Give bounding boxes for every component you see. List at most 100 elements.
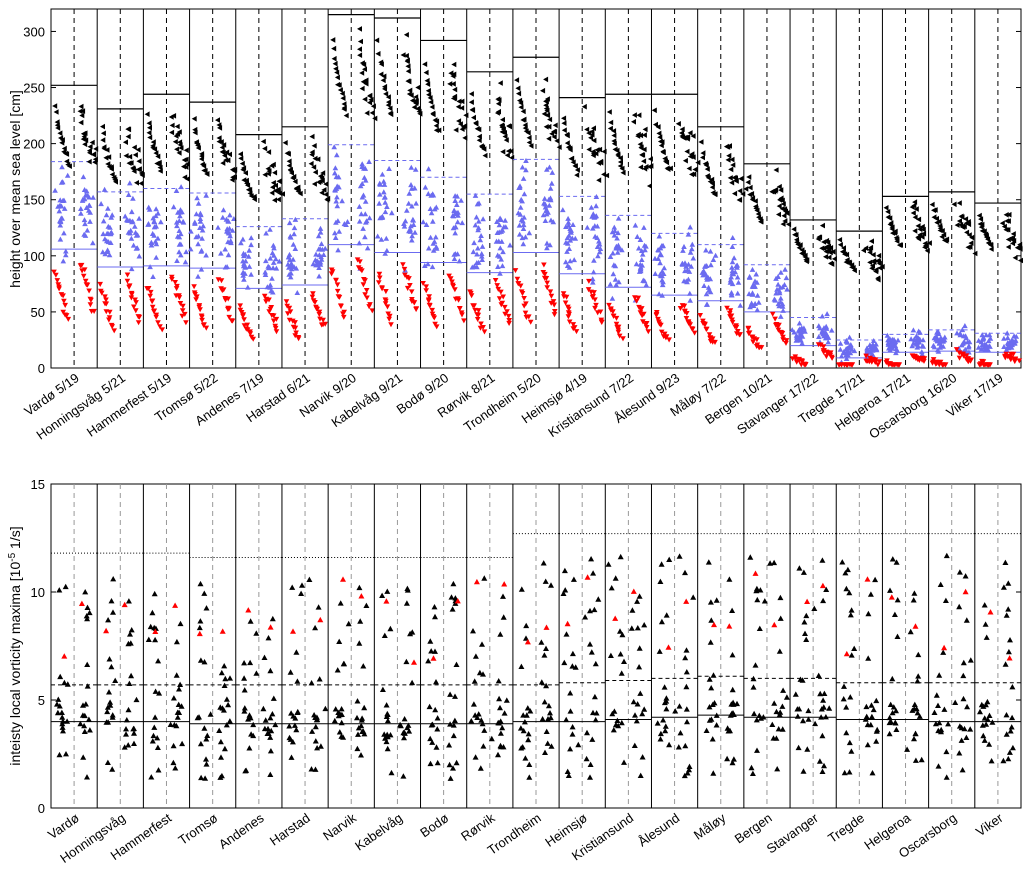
top-point-low: [407, 283, 413, 289]
top-point-max: [747, 191, 753, 198]
top-point-max: [359, 70, 365, 76]
top-point-mid: [316, 273, 322, 279]
top-point-max: [590, 125, 596, 131]
top-point-max: [330, 37, 336, 43]
top-point-mid: [909, 343, 915, 349]
top-point-mid: [908, 336, 914, 342]
top-point-max: [174, 123, 180, 130]
top-point-low: [639, 306, 645, 312]
bottom-point: [517, 725, 524, 731]
bottom-point: [523, 712, 530, 718]
bottom-point: [543, 645, 549, 651]
top-point-mid: [454, 219, 461, 225]
top-point-mid: [886, 345, 892, 351]
top-point-mid: [374, 233, 381, 239]
top-point-low: [61, 298, 67, 304]
top-point-max: [184, 176, 190, 182]
top-point-mid: [334, 152, 340, 158]
top-point-mid: [377, 191, 383, 197]
top-point-mid: [571, 257, 577, 263]
top-point-low: [876, 359, 883, 365]
top-point-max: [700, 150, 706, 156]
top-point-mid: [382, 194, 388, 200]
top-point-max: [546, 123, 552, 130]
top-point-max: [292, 178, 298, 185]
bottom-point: [846, 589, 853, 596]
top-point-mid: [777, 284, 783, 290]
bottom-point: [397, 722, 404, 729]
bottom-point: [500, 744, 507, 750]
bottom-point: [637, 772, 644, 778]
top-point-max: [55, 125, 61, 131]
top-point-mid: [499, 227, 506, 233]
top-point-mid: [941, 337, 948, 343]
bottom-point: [84, 615, 91, 622]
bottom-point: [427, 760, 434, 767]
top-point-low: [514, 276, 521, 282]
top-point-max: [736, 197, 742, 203]
top-point-mid: [291, 225, 298, 231]
top-point-mid: [750, 281, 757, 287]
bottom-station-label: Bodø: [417, 810, 451, 840]
top-point-max: [135, 166, 141, 173]
top-point-mid: [105, 223, 112, 229]
top-point-low: [504, 309, 510, 315]
top-point-mid: [563, 259, 569, 265]
bottom-point: [619, 631, 626, 638]
top-point-low: [179, 313, 185, 319]
top-point-mid: [313, 251, 319, 257]
bottom-point: [125, 598, 132, 604]
top-point-max: [202, 168, 208, 174]
top-point-max: [295, 184, 301, 191]
bottom-point-highlight: [726, 623, 733, 629]
top-point-mid: [155, 235, 161, 241]
bottom-point: [253, 670, 260, 676]
top-point-low: [658, 329, 665, 335]
bottom-point: [476, 669, 483, 676]
top-point-mid: [81, 217, 88, 223]
top-point-low: [452, 287, 458, 293]
top-point-mid: [493, 238, 500, 244]
top-point-max: [289, 170, 294, 176]
bottom-point: [657, 730, 664, 737]
top-point-max: [309, 133, 315, 140]
top-point-low: [51, 269, 57, 275]
top-point-max: [222, 152, 228, 159]
top-point-mid: [963, 335, 970, 341]
bottom-point: [915, 651, 922, 658]
top-point-low: [408, 289, 415, 295]
bottom-point: [433, 679, 439, 685]
top-point-low: [691, 330, 698, 336]
bottom-point: [267, 667, 274, 674]
top-point-max: [569, 155, 575, 162]
top-point-low: [526, 314, 532, 320]
bottom-point: [197, 580, 204, 587]
bottom-point: [203, 605, 210, 611]
top-point-mid: [174, 223, 180, 229]
bottom-point: [843, 729, 850, 736]
bottom-point: [355, 731, 361, 737]
top-point-max: [406, 91, 412, 97]
bottom-point: [131, 730, 137, 736]
top-point-max: [819, 245, 825, 252]
top-point-mid: [637, 268, 644, 274]
top-point-max: [988, 242, 994, 248]
top-point-mid: [57, 222, 64, 228]
top-point-max: [430, 111, 436, 118]
top-point-mid: [476, 200, 482, 206]
top-point-mid: [366, 159, 372, 164]
top-point-low: [921, 358, 927, 364]
top-point-max: [638, 164, 644, 170]
bottom-point: [662, 727, 669, 734]
bottom-point: [983, 721, 990, 727]
top-point-mid: [703, 291, 710, 297]
top-point-max: [260, 138, 266, 145]
bottom-point: [497, 704, 503, 711]
bottom-point: [341, 660, 348, 667]
top-point-low: [517, 283, 524, 289]
bottom-point: [150, 732, 157, 739]
top-point-mid: [475, 227, 481, 233]
bottom-point: [820, 697, 827, 703]
top-point-max: [191, 116, 197, 122]
